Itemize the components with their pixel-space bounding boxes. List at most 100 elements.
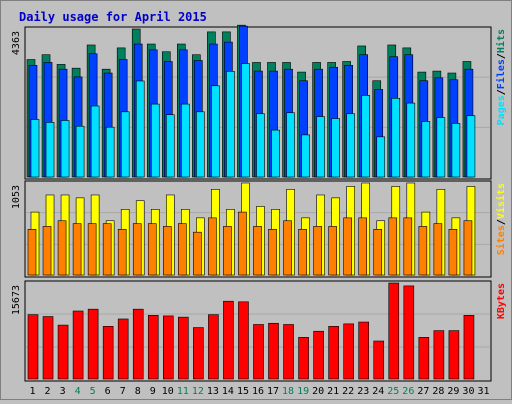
max-label: 4363 bbox=[11, 31, 22, 55]
bar-kbytes bbox=[283, 324, 294, 380]
x-tick-label: 13 bbox=[207, 386, 219, 397]
bar-pages bbox=[316, 116, 325, 178]
bar-pages bbox=[196, 111, 205, 178]
bar-pages bbox=[60, 120, 70, 178]
bar-kbytes bbox=[418, 337, 430, 380]
bar-pages bbox=[331, 118, 340, 178]
x-tick-label: 7 bbox=[120, 386, 126, 397]
legend-sites: Sites bbox=[495, 225, 507, 255]
bar-sites bbox=[42, 226, 52, 276]
bar-kbytes bbox=[193, 327, 204, 380]
panel-kbytes: 15673 KBytes bbox=[11, 280, 507, 382]
bar-pages bbox=[256, 113, 265, 178]
bar-pages bbox=[271, 129, 280, 178]
bar-pages bbox=[241, 63, 250, 178]
bar-kbytes bbox=[343, 323, 354, 380]
bar-pages bbox=[466, 115, 476, 178]
bar-pages bbox=[120, 111, 130, 178]
bar-kbytes bbox=[268, 322, 279, 380]
x-tick-label: 24 bbox=[372, 386, 384, 397]
x-tick-label: 31 bbox=[477, 386, 489, 397]
bar-pages bbox=[30, 119, 40, 178]
bar-sites bbox=[403, 217, 413, 276]
bar-kbytes bbox=[238, 301, 249, 380]
bar-sites bbox=[373, 229, 383, 276]
bar-pages bbox=[135, 80, 145, 178]
x-tick-label: 18 bbox=[282, 386, 294, 397]
legend-pages: Pages bbox=[496, 95, 507, 125]
bar-sites bbox=[178, 223, 187, 276]
bar-sites bbox=[132, 223, 142, 276]
x-tick-label: 15 bbox=[237, 386, 249, 397]
bar-kbytes bbox=[448, 330, 460, 380]
bar-kbytes bbox=[253, 324, 264, 380]
bar-sites bbox=[268, 229, 277, 276]
bar-sites bbox=[117, 229, 127, 276]
bar-kbytes bbox=[463, 314, 475, 380]
x-tick-label: 21 bbox=[327, 386, 339, 397]
x-tick-label: 10 bbox=[162, 386, 174, 397]
bar-sites bbox=[433, 223, 443, 276]
x-tick-label: 5 bbox=[90, 386, 96, 397]
legend: Pages/Files/Hits bbox=[495, 29, 507, 125]
bar-pages bbox=[165, 114, 175, 178]
x-tick-label: 4 bbox=[75, 386, 81, 397]
x-tick-label: 29 bbox=[447, 386, 459, 397]
bar-pages bbox=[181, 103, 190, 178]
bar-sites bbox=[102, 223, 112, 276]
bar-kbytes bbox=[72, 310, 84, 380]
bar-kbytes bbox=[298, 337, 309, 380]
x-tick-label: 26 bbox=[402, 386, 414, 397]
x-tick-label: 14 bbox=[222, 386, 234, 397]
legend-separator: / bbox=[496, 53, 507, 59]
bar-pages bbox=[150, 103, 160, 178]
x-tick-label: 20 bbox=[312, 386, 324, 397]
x-tick-label: 28 bbox=[432, 386, 444, 397]
x-tick-label: 1 bbox=[30, 386, 36, 397]
legend-kbytes: KBytes bbox=[496, 283, 507, 319]
bar-kbytes bbox=[117, 318, 129, 380]
x-tick-label: 9 bbox=[150, 386, 156, 397]
bar-pages bbox=[105, 126, 115, 178]
bar-sites bbox=[343, 217, 352, 276]
bar-pages bbox=[421, 121, 431, 178]
bar-pages bbox=[211, 85, 220, 178]
x-tick-label: 16 bbox=[252, 386, 264, 397]
bar-pages bbox=[361, 95, 371, 178]
bar-pages bbox=[301, 134, 310, 178]
bar-kbytes bbox=[208, 314, 219, 380]
bar-pages bbox=[90, 105, 100, 178]
legend-hits: Hits bbox=[495, 29, 507, 53]
bar-sites bbox=[358, 217, 368, 276]
bar-sites bbox=[283, 220, 292, 276]
bar-pages bbox=[346, 113, 355, 178]
bar-kbytes bbox=[147, 314, 159, 380]
x-tick-label: 11 bbox=[177, 386, 189, 397]
legend-separator: / bbox=[496, 219, 507, 225]
bar-kbytes bbox=[358, 321, 370, 380]
legend-files: Files bbox=[495, 59, 507, 89]
bar-kbytes bbox=[132, 308, 144, 380]
x-tick-label: 17 bbox=[267, 386, 279, 397]
x-tick-label: 30 bbox=[462, 386, 474, 397]
bar-kbytes bbox=[403, 285, 415, 380]
bar-pages bbox=[75, 125, 85, 178]
x-tick-label: 6 bbox=[105, 386, 111, 397]
bar-sites bbox=[223, 226, 232, 276]
x-tick-label: 19 bbox=[297, 386, 309, 397]
bar-kbytes bbox=[162, 315, 174, 380]
bar-kbytes bbox=[313, 330, 324, 380]
bar-sites bbox=[463, 220, 473, 276]
x-tick-label: 12 bbox=[192, 386, 204, 397]
legend: KBytes bbox=[496, 283, 507, 319]
panel-visits-sites: 1053 Sites/Visits bbox=[11, 180, 507, 278]
x-tick-label: 27 bbox=[417, 386, 429, 397]
bar-sites bbox=[208, 217, 217, 276]
bar-kbytes bbox=[373, 340, 385, 380]
x-tick-label: 22 bbox=[342, 386, 354, 397]
bar-sites bbox=[253, 226, 262, 276]
bar-kbytes bbox=[42, 316, 54, 380]
